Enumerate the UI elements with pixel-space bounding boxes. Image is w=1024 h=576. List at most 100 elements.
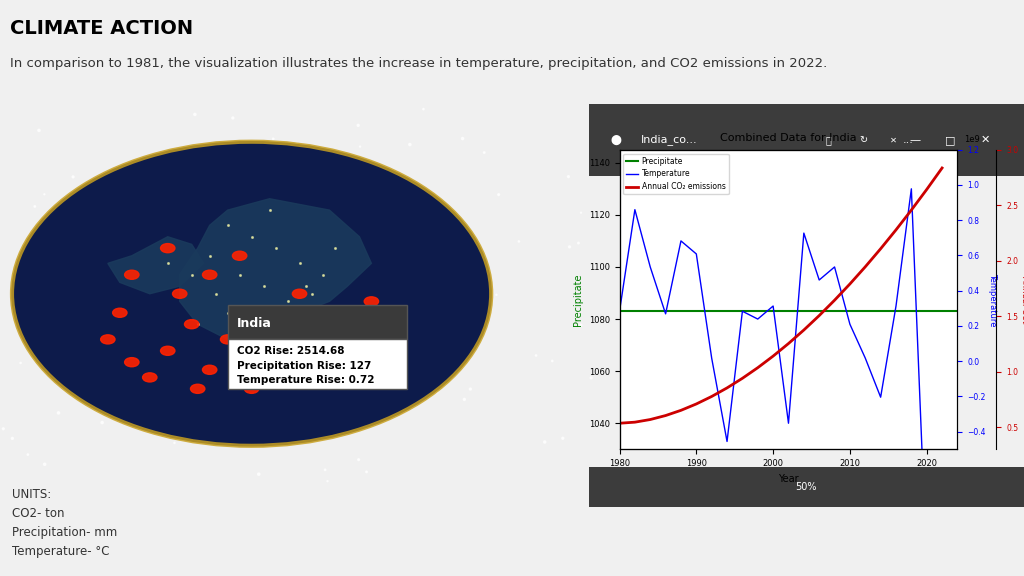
Annual CO₂ emissions bbox=[613, 420, 626, 427]
Point bbox=[85, 361, 101, 370]
Point bbox=[430, 354, 446, 363]
Point bbox=[265, 134, 282, 143]
Point bbox=[76, 237, 92, 247]
Circle shape bbox=[190, 384, 205, 393]
Point bbox=[45, 282, 61, 291]
Temperature bbox=[629, 206, 641, 213]
Circle shape bbox=[113, 308, 127, 317]
Point bbox=[178, 168, 195, 177]
Point bbox=[85, 355, 101, 365]
Point bbox=[94, 418, 111, 427]
Point bbox=[389, 317, 406, 326]
Point bbox=[261, 206, 278, 215]
Point bbox=[273, 308, 290, 317]
Text: UNITS:
CO2- ton
Precipitation- mm
Temperature- °C: UNITS: CO2- ton Precipitation- mm Temper… bbox=[12, 488, 117, 559]
Point bbox=[350, 455, 367, 464]
Text: CLIMATE ACTION: CLIMATE ACTION bbox=[10, 18, 194, 37]
Circle shape bbox=[365, 297, 379, 306]
Temperature bbox=[644, 263, 656, 270]
Point bbox=[202, 251, 218, 260]
Text: Temperature Rise: 0.72: Temperature Rise: 0.72 bbox=[237, 376, 374, 385]
Point bbox=[416, 104, 432, 113]
Point bbox=[316, 465, 333, 475]
Circle shape bbox=[281, 327, 295, 336]
Point bbox=[303, 289, 319, 298]
Text: ✕: ✕ bbox=[980, 135, 989, 145]
Point bbox=[428, 387, 444, 396]
X-axis label: Year: Year bbox=[778, 473, 799, 484]
Point bbox=[19, 450, 36, 459]
Point bbox=[244, 232, 260, 241]
Point bbox=[31, 126, 47, 135]
Point bbox=[207, 389, 223, 398]
FancyBboxPatch shape bbox=[227, 305, 408, 339]
Annual CO₂ emissions bbox=[736, 375, 749, 382]
Point bbox=[37, 460, 53, 469]
Point bbox=[572, 208, 589, 217]
Annual CO₂ emissions bbox=[659, 412, 672, 419]
Point bbox=[572, 321, 589, 330]
Temperature bbox=[828, 263, 841, 270]
Annual CO₂ emissions bbox=[721, 384, 733, 391]
Point bbox=[160, 371, 176, 380]
Point bbox=[472, 288, 488, 297]
Text: ⬤: ⬤ bbox=[610, 135, 622, 145]
Annual CO₂ emissions bbox=[828, 297, 841, 304]
Temperature bbox=[890, 302, 902, 309]
Circle shape bbox=[245, 308, 259, 317]
Point bbox=[119, 266, 135, 275]
Text: ✕: ✕ bbox=[890, 135, 897, 145]
Temperature bbox=[767, 302, 779, 309]
Point bbox=[255, 282, 271, 291]
Point bbox=[27, 202, 43, 211]
Circle shape bbox=[281, 373, 295, 382]
Temperature bbox=[921, 563, 933, 570]
Point bbox=[561, 242, 578, 252]
Point bbox=[206, 365, 222, 374]
Point bbox=[454, 223, 470, 233]
Point bbox=[544, 357, 560, 366]
Point bbox=[102, 285, 119, 294]
Point bbox=[488, 290, 505, 300]
Text: ...: ... bbox=[903, 135, 914, 145]
Text: ↻: ↻ bbox=[859, 135, 867, 145]
Temperature bbox=[936, 524, 948, 531]
Point bbox=[315, 270, 332, 279]
Point bbox=[160, 259, 176, 268]
Annual CO₂ emissions bbox=[752, 364, 764, 371]
Circle shape bbox=[262, 346, 276, 355]
FancyBboxPatch shape bbox=[589, 467, 1024, 507]
Circle shape bbox=[12, 142, 492, 446]
Point bbox=[208, 289, 224, 298]
Point bbox=[36, 190, 52, 199]
Point bbox=[291, 259, 307, 268]
Point bbox=[527, 351, 544, 360]
Point bbox=[18, 341, 35, 350]
Annual CO₂ emissions bbox=[706, 393, 718, 400]
Circle shape bbox=[232, 251, 247, 260]
Point bbox=[111, 388, 127, 397]
Text: □: □ bbox=[945, 135, 955, 145]
Point bbox=[456, 395, 472, 404]
Point bbox=[211, 286, 227, 295]
Circle shape bbox=[125, 358, 139, 367]
Point bbox=[462, 384, 478, 393]
Y-axis label: Precipitate: Precipitate bbox=[573, 273, 583, 326]
FancyBboxPatch shape bbox=[227, 339, 408, 389]
Point bbox=[101, 291, 118, 301]
Temperature bbox=[859, 355, 871, 362]
Annual CO₂ emissions bbox=[859, 263, 871, 270]
Line: Temperature: Temperature bbox=[620, 189, 942, 566]
Text: 1e9: 1e9 bbox=[965, 135, 980, 144]
Circle shape bbox=[292, 289, 307, 298]
Circle shape bbox=[125, 270, 139, 279]
Temperature bbox=[736, 308, 749, 314]
Point bbox=[112, 323, 128, 332]
Circle shape bbox=[323, 346, 337, 355]
Point bbox=[174, 174, 190, 183]
Annual CO₂ emissions bbox=[874, 245, 887, 252]
Point bbox=[219, 308, 236, 317]
Point bbox=[110, 212, 126, 221]
Point bbox=[4, 434, 20, 443]
Point bbox=[319, 476, 336, 486]
